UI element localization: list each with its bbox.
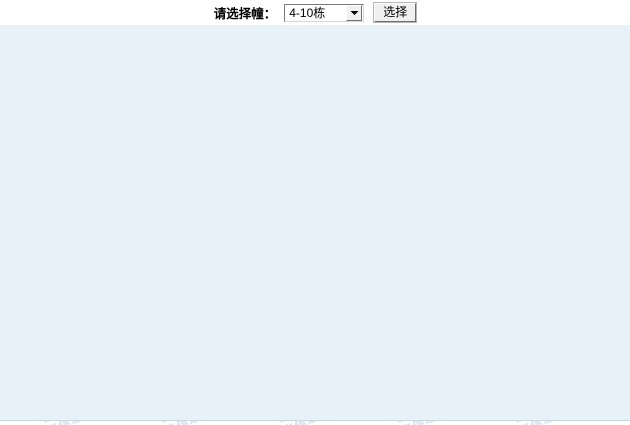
- table-body-background: [0, 25, 630, 418]
- building-selector-bar: 请选择幢： 4-10栋 选择: [0, 0, 630, 25]
- building-select[interactable]: 4-10栋: [284, 3, 365, 22]
- listings-table-container: 序号 单元号 房号 结构 用途 性质 建筑面积 套内面积 状态 抵押状态 公布单…: [0, 25, 630, 418]
- table-bottom-rule: [0, 418, 630, 421]
- chevron-down-icon[interactable]: [346, 4, 363, 21]
- select-button[interactable]: 选择: [374, 3, 417, 22]
- building-selector-label: 请选择幢：: [213, 7, 277, 21]
- building-select-value: 4-10栋: [289, 5, 326, 20]
